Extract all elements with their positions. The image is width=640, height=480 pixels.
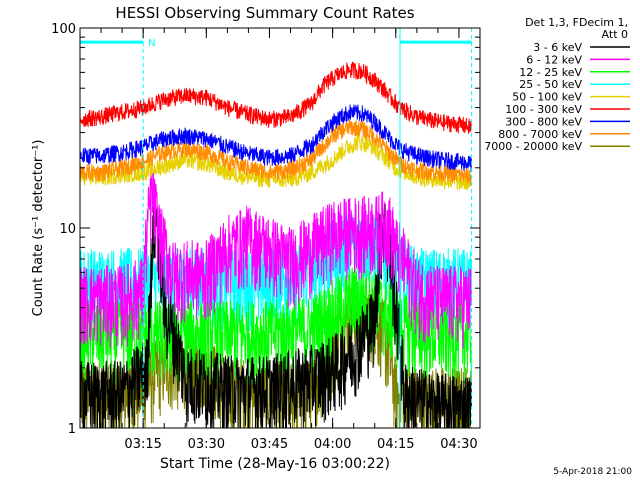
legend-header-line-2: Att 0 xyxy=(602,28,628,41)
series-line-7 xyxy=(79,118,472,186)
series-5 xyxy=(79,61,472,134)
legend-label-5: 100 - 300 keV xyxy=(505,103,582,116)
series-line-5 xyxy=(79,61,472,134)
y-tick-label: 100 xyxy=(51,22,76,37)
series-line-2 xyxy=(79,267,472,385)
x-tick-label: 03:15 xyxy=(124,437,161,452)
footer-timestamp: 5-Apr-2018 21:00 xyxy=(553,467,632,477)
x-tick-label: 04:00 xyxy=(314,437,351,452)
annotation-label-0: N xyxy=(148,38,155,49)
series-line-6 xyxy=(79,104,472,173)
legend-label-7: 800 - 7000 keV xyxy=(498,128,582,141)
x-tick-label: 04:15 xyxy=(377,437,414,452)
legend-label-3: 25 - 50 keV xyxy=(519,78,582,91)
legend-label-6: 300 - 800 keV xyxy=(505,115,582,128)
series-0 xyxy=(79,184,472,430)
y-axis-label: Count Rate (s⁻¹ detector⁻¹) xyxy=(31,140,46,317)
y-tick-label: 1 xyxy=(68,422,76,437)
axis-layer: 1 10 100 03:15 03:30 03:45 04:00 04:15 04:30 xyxy=(51,22,480,452)
series-2 xyxy=(79,267,472,385)
x-tick-label: 03:30 xyxy=(188,437,225,452)
x-tick-label: 04:30 xyxy=(440,437,477,452)
legend-label-2: 12 - 25 keV xyxy=(519,66,582,79)
legend-label-0: 3 - 6 keV xyxy=(533,41,582,54)
chart-title: HESSI Observing Summary Count Rates xyxy=(115,4,414,22)
legend-label-8: 7000 - 20000 keV xyxy=(484,140,582,153)
legend-label-4: 50 - 100 keV xyxy=(512,91,582,104)
x-tick-label: 03:45 xyxy=(251,437,288,452)
series-layer xyxy=(79,61,472,430)
y-tick-label: 10 xyxy=(59,222,76,237)
legend-label-1: 6 - 12 keV xyxy=(526,53,582,66)
legend-header-line-1: Det 1,3, FDecim 1, xyxy=(525,16,628,29)
x-axis-label: Start Time (28-May-16 03:00:22) xyxy=(160,456,390,472)
series-1 xyxy=(79,170,472,349)
series-7 xyxy=(79,118,472,186)
series-line-1 xyxy=(79,170,472,349)
series-line-0 xyxy=(79,184,472,430)
series-6 xyxy=(79,104,472,173)
